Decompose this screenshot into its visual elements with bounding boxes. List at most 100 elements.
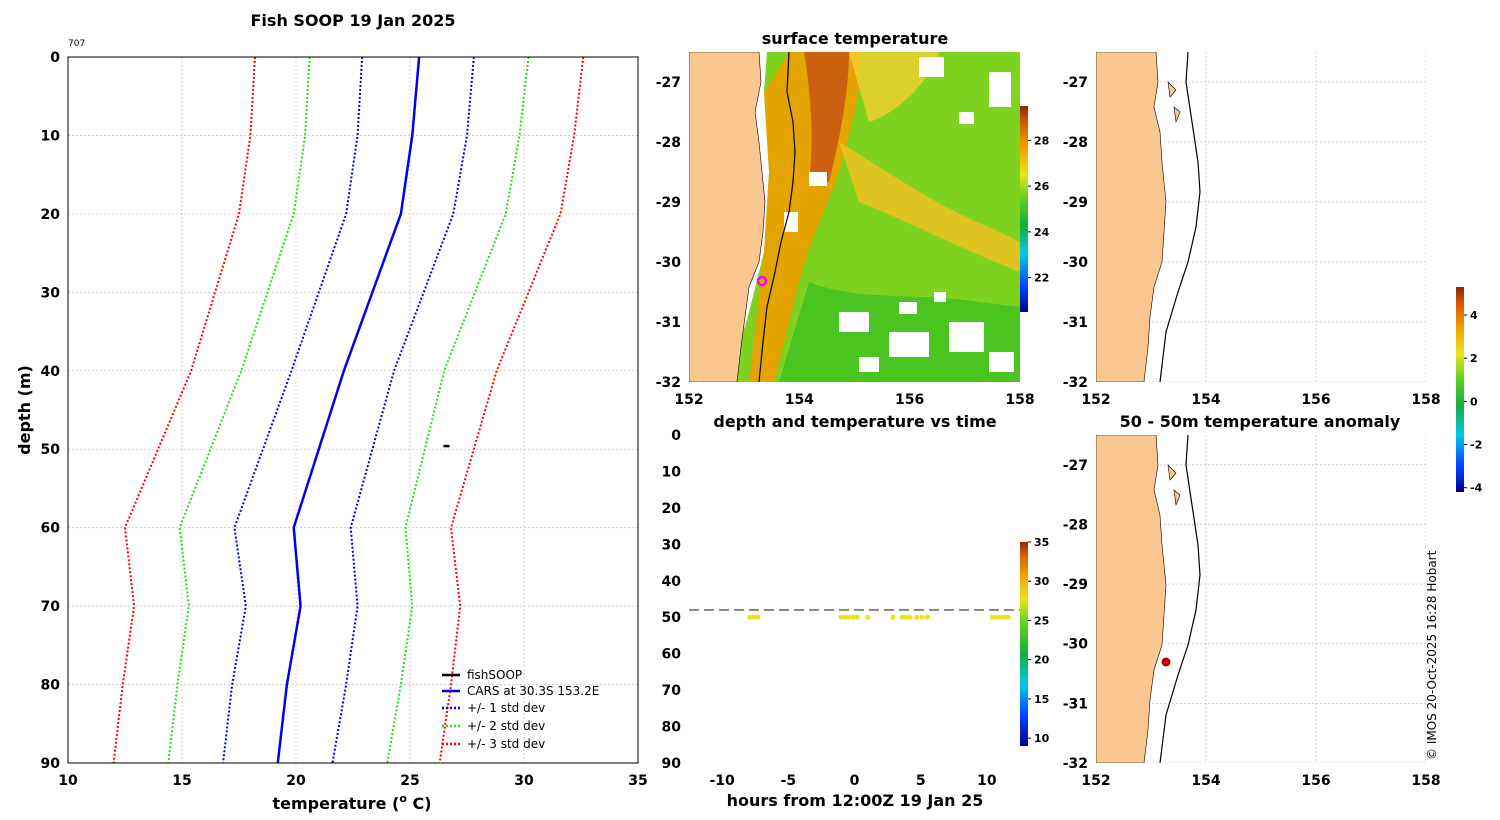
map-ytick-label: -30 — [1063, 255, 1089, 271]
anomaly-grid — [1096, 435, 1426, 763]
colorbar-tick-label: 26 — [1034, 180, 1050, 193]
sst-land — [689, 52, 766, 382]
empty-map-grid — [1096, 52, 1426, 382]
colorbar-tick-label: 20 — [1034, 654, 1050, 667]
anomaly-isobath — [1159, 435, 1201, 763]
profile-ytick-label: 10 — [41, 128, 61, 144]
profile-xlabel: temperature (o C) — [272, 792, 431, 813]
colorbar-tick-label: -4 — [1470, 482, 1483, 495]
anomaly-location-marker — [1161, 657, 1171, 667]
profile-xtick-label: 25 — [400, 773, 419, 789]
depth-time-chart: depth and temperature vs time -10 -5 0 5 10 0… — [662, 412, 1050, 810]
profile-legend: fishSOOP CARS at 30.3S 153.2E +/- 1 std … — [442, 668, 599, 751]
profile-ticks: 10 15 20 25 30 35 0 10 20 30 40 50 60 70 80 90 — [41, 50, 648, 789]
map-xtick-label: 154 — [785, 392, 814, 408]
dt-xtick-label: 5 — [916, 773, 926, 789]
map-xtick-label: 154 — [1191, 392, 1220, 408]
profile-xtick-label: 20 — [286, 773, 306, 789]
dt-point — [1005, 614, 1011, 620]
anomaly-plot-area — [1096, 435, 1426, 763]
profile-ytick-label: 40 — [41, 364, 61, 380]
profile-ytick-label: 20 — [41, 207, 61, 223]
profile-line-std3 — [438, 56, 585, 764]
sst-cloud-gaps — [784, 57, 1014, 372]
profile-line-std2-lower — [167, 56, 311, 764]
dt-ytick-label: 60 — [662, 647, 682, 663]
copyright-text: © IMOS 20-Oct-2025 16:28 Hobart — [1425, 550, 1439, 760]
dt-point — [842, 614, 848, 620]
sst-colorbar — [1020, 106, 1028, 312]
anomaly-title: 50 - 50m temperature anomaly — [1120, 412, 1401, 431]
anomaly-ticks: 152 154 156 158 -27 -28 -29 -30 -31 -32 — [1063, 458, 1441, 789]
dt-point — [747, 614, 753, 620]
profile-xtick-label: 10 — [58, 773, 78, 789]
map-xtick-label: 156 — [895, 392, 924, 408]
map-xtick-label: 152 — [1081, 773, 1110, 789]
map-ytick-label: -29 — [656, 195, 681, 211]
dt-point — [903, 614, 909, 620]
profile-xtick-label: 30 — [514, 773, 534, 789]
map-ytick-label: -28 — [656, 135, 681, 151]
dt-ytick-label: 70 — [662, 683, 682, 699]
dt-xtick-label: -5 — [781, 773, 797, 789]
map-ytick-label: -31 — [1063, 315, 1088, 331]
profile-ytick-label: 0 — [50, 50, 60, 66]
profile-line-std1 — [331, 56, 475, 764]
dt-ytick-label: 20 — [662, 501, 682, 517]
sst-hot-core — [804, 52, 849, 182]
dt-xtick-label: -10 — [709, 773, 735, 789]
legend-label-std3: +/- 3 std dev — [467, 737, 545, 751]
profile-ytick-label: 90 — [41, 756, 61, 772]
empty-map-ticks: 152 154 156 158 -27 -28 -29 -30 -31 -32 — [1063, 75, 1441, 408]
map-ytick-label: -31 — [656, 315, 681, 331]
colorbar-tick-label: 15 — [1034, 693, 1049, 706]
dt-ytick-label: 30 — [662, 537, 682, 553]
profile-ytick-label: 70 — [41, 599, 61, 615]
anomaly-colorbar-ticks: -4 -2 0 2 4 — [1464, 309, 1483, 495]
profile-title: Fish SOOP 19 Jan 2025 — [251, 11, 456, 30]
sst-ticks: 152 154 156 158 -27 -28 -29 -30 -31 -32 — [656, 75, 1035, 408]
dt-ticks: -10 -5 0 5 10 0 10 20 30 40 50 60 70 80 90 — [662, 428, 997, 789]
sst-isobath — [758, 52, 796, 382]
sst-location-marker — [756, 275, 768, 287]
dt-ytick-label: 80 — [662, 720, 682, 736]
sst-colorbar-ticks: 22 24 26 28 — [1028, 134, 1050, 285]
dt-colorbar — [1020, 542, 1028, 746]
legend-label-std1: +/- 1 std dev — [467, 701, 545, 715]
anomaly-land — [1096, 435, 1167, 763]
sst-title: surface temperature — [762, 29, 949, 48]
profile-axes-box — [67, 56, 639, 764]
colorbar-tick-label: -2 — [1470, 439, 1482, 452]
dt-point — [907, 614, 913, 620]
anomaly-islands — [1167, 464, 1181, 507]
profile-line-std1-lower — [222, 56, 364, 764]
sst-plot-area — [689, 52, 1020, 382]
profile-ytick-label: 60 — [41, 521, 61, 537]
profile-line-std3-lower — [112, 56, 256, 764]
colorbar-tick-label: 24 — [1034, 226, 1050, 239]
dt-plot-area — [689, 435, 1020, 763]
map-ytick-label: -29 — [1063, 577, 1088, 593]
empty-map-plot-area — [1096, 52, 1426, 382]
dt-xtick-label: 10 — [977, 773, 997, 789]
empty-map: 152 154 156 158 -27 -28 -29 -30 -31 -32 — [1063, 52, 1441, 408]
dt-colorbar-ticks: 10 15 20 25 30 35 — [1028, 536, 1050, 745]
legend-label-std2: +/- 2 std dev — [467, 719, 545, 733]
dt-point — [914, 614, 920, 620]
colorbar-tick-label: 28 — [1034, 134, 1049, 147]
map-ytick-label: -27 — [1063, 75, 1088, 91]
anomaly-map: 50 - 50m temperature anomaly 152 154 156 15… — [1063, 287, 1483, 789]
profile-chart: Fish SOOP 19 Jan 2025 707 10 15 20 25 30 3501… — [15, 11, 648, 813]
profile-line-cars — [276, 56, 421, 764]
dt-marks — [689, 609, 1020, 620]
map-xtick-label: 154 — [1191, 773, 1220, 789]
map-xtick-label: 152 — [674, 392, 703, 408]
profile-xtick-label: 15 — [172, 773, 191, 789]
empty-map-islands — [1167, 81, 1181, 124]
map-xtick-label: 158 — [1005, 392, 1034, 408]
map-ytick-label: -32 — [1063, 375, 1088, 391]
empty-map-isobath — [1159, 52, 1201, 382]
dt-ytick-label: 0 — [671, 428, 681, 444]
legend-label-cars: CARS at 30.3S 153.2E — [467, 684, 599, 698]
dt-ytick-label: 90 — [662, 756, 682, 772]
